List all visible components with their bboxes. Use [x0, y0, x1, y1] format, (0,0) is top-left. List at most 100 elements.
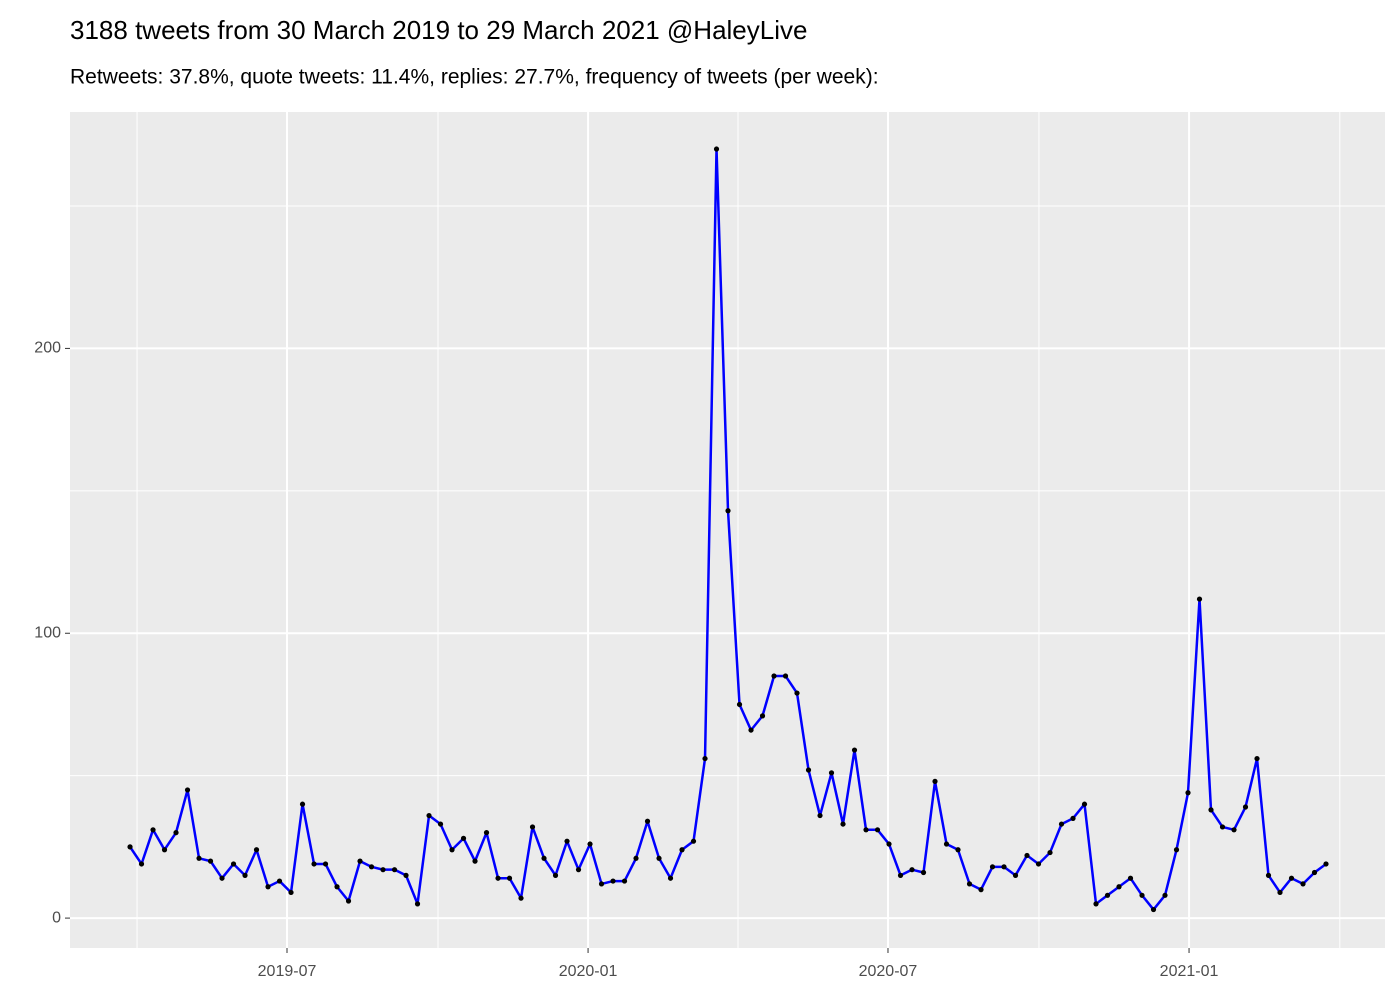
- data-point: [1024, 852, 1030, 859]
- data-point: [449, 847, 455, 853]
- data-point: [978, 887, 984, 893]
- data-point: [909, 867, 915, 873]
- data-point: [736, 701, 743, 708]
- x-tick-label: 2020-01: [559, 963, 618, 980]
- data-point: [357, 858, 363, 864]
- data-point: [127, 844, 133, 850]
- data-point: [472, 858, 478, 864]
- data-point: [840, 821, 846, 827]
- data-point: [506, 875, 513, 881]
- data-point: [805, 767, 812, 773]
- data-point: [782, 673, 789, 679]
- data-point: [276, 878, 283, 884]
- data-point: [587, 841, 593, 847]
- data-point: [644, 818, 651, 824]
- data-point: [437, 821, 444, 827]
- data-point: [759, 713, 766, 719]
- data-point: [1047, 849, 1053, 856]
- data-point: [874, 827, 881, 833]
- data-point: [219, 875, 225, 881]
- data-point: [368, 864, 375, 870]
- data-point: [863, 827, 869, 833]
- data-point: [196, 855, 202, 861]
- data-point: [1104, 892, 1111, 898]
- data-point: [690, 838, 697, 844]
- data-point: [989, 864, 996, 870]
- data-point: [138, 861, 145, 867]
- data-point: [334, 884, 340, 890]
- data-point: [1277, 889, 1283, 896]
- data-point: [748, 727, 754, 733]
- data-point: [1093, 901, 1099, 907]
- data-point: [1070, 815, 1076, 821]
- data-point: [621, 878, 628, 884]
- data-point: [1196, 596, 1203, 602]
- chart-subtitle: Retweets: 37.8%, quote tweets: 11.4%, re…: [70, 66, 879, 89]
- data-point: [184, 787, 191, 793]
- data-point: [1208, 807, 1214, 813]
- x-tick-label: 2021-01: [1160, 963, 1219, 980]
- data-point: [1081, 801, 1088, 807]
- data-point: [610, 878, 616, 884]
- data-point: [495, 875, 501, 881]
- data-point: [1035, 861, 1042, 867]
- data-point: [955, 847, 961, 853]
- data-point: [311, 861, 317, 867]
- data-point: [391, 867, 398, 873]
- data-point: [966, 881, 973, 887]
- data-point: [1162, 892, 1168, 898]
- data-point: [725, 508, 731, 514]
- data-point: [345, 898, 352, 904]
- data-point: [1288, 875, 1295, 881]
- data-point: [679, 847, 685, 853]
- plot-panel: [70, 112, 1385, 948]
- x-tick-label: 2020-07: [859, 963, 918, 980]
- data-point: [702, 755, 708, 762]
- y-tick-label: 0: [52, 909, 61, 926]
- data-point: [230, 861, 237, 867]
- data-point: [541, 855, 547, 861]
- data-point: [1127, 875, 1134, 881]
- data-point: [161, 847, 168, 853]
- data-point: [242, 872, 248, 878]
- data-point: [713, 146, 720, 152]
- data-point: [1058, 821, 1065, 827]
- data-point: [253, 847, 260, 853]
- x-tick-label: 2019-07: [258, 963, 317, 980]
- data-point: [483, 830, 490, 836]
- y-tick-label: 200: [34, 340, 61, 357]
- data-point: [897, 872, 904, 878]
- data-point: [828, 770, 835, 776]
- data-point: [851, 747, 858, 753]
- chart-title: 3188 tweets from 30 March 2019 to 29 Mar…: [70, 15, 807, 45]
- data-point: [598, 881, 605, 887]
- data-point: [518, 895, 524, 901]
- data-point: [1231, 827, 1237, 833]
- data-point: [1254, 755, 1260, 762]
- data-point: [1173, 847, 1180, 853]
- data-point: [1139, 892, 1145, 898]
- data-point: [460, 835, 467, 841]
- y-tick-label: 100: [34, 624, 61, 641]
- data-point: [633, 855, 639, 861]
- data-point: [265, 884, 271, 890]
- data-point: [1311, 869, 1318, 876]
- data-point: [1323, 861, 1329, 867]
- data-point: [943, 841, 950, 847]
- data-point: [932, 778, 938, 784]
- data-point: [173, 830, 179, 836]
- data-point: [529, 824, 536, 830]
- data-point: [817, 812, 823, 819]
- data-point: [1219, 824, 1226, 830]
- data-point: [552, 872, 559, 878]
- data-point: [403, 872, 409, 878]
- data-point: [794, 690, 800, 696]
- data-point: [1150, 906, 1157, 913]
- data-point: [299, 801, 306, 807]
- data-point: [564, 838, 570, 844]
- data-point: [656, 855, 662, 861]
- data-point: [920, 869, 927, 876]
- data-point: [207, 858, 214, 864]
- data-point: [667, 875, 674, 881]
- data-point: [288, 889, 294, 896]
